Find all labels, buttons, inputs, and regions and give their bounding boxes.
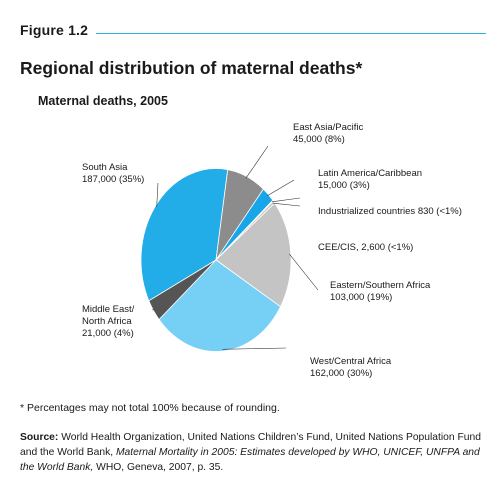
source-title: Maternal Mortality in 2005: Estimates de… [20,447,480,473]
slice-label-middle-east: Middle East/North Africa 21,000 (4%) [82,304,135,339]
footnote: * Percentages may not total 100% because… [20,402,280,414]
leader-line-middle-east [151,309,155,311]
slice-value-east-asia-pacific: 45,000 (8%) [293,134,345,145]
slice-name-eastern-southern-africa: Eastern/Southern Africa [330,280,431,291]
pie-slice-middle-east [148,259,217,321]
source-text-1: World Health Organization, United Nation… [20,432,481,458]
leader-line-industrialized-countries [271,197,301,203]
slice-value-latin-america-caribbean: 15,000 (3%) [318,180,370,191]
slice-label-cee-cis: CEE/CIS, 2,600 (<1%) [318,242,413,253]
figure-rule [96,33,486,34]
slice-label-east-asia-pacific: East Asia/Pacific 45,000 (8%) [293,122,363,145]
figure-label: Figure 1.2 [20,22,89,38]
pie-slice-west-central-africa [158,259,281,352]
leader-line-south-asia [156,182,159,208]
slice-name-east-asia-pacific: East Asia/Pacific [293,122,363,133]
slice-label-west-central-africa: West/Central Africa 162,000 (30%) [310,356,392,379]
slice-label-south-asia: South Asia 187,000 (35%) [82,162,144,185]
slice-value-south-asia: 187,000 (35%) [82,174,144,185]
slice-name-middle-east: Middle East/ [82,304,135,315]
pie-chart: South Asia 187,000 (35%) East Asia/Pacific… [82,122,462,379]
slice-name-south-asia: South Asia [82,162,128,173]
slice-name-latin-america-caribbean: Latin America/Caribbean [318,168,422,179]
pie-slice-south-asia [140,168,229,302]
chart-subtitle: Maternal deaths, 2005 [38,94,168,108]
slice-name-west-central-africa: West/Central Africa [310,356,392,367]
slice-value-eastern-southern-africa: 103,000 (19%) [330,292,392,303]
slice-name2-middle-east: North Africa [82,316,132,327]
slice-label-latin-america-caribbean: Latin America/Caribbean 15,000 (3%) [318,168,422,191]
slice-name-industrialized-countries: Industrialized countries [318,206,418,217]
source-label: Source: [20,432,59,443]
leader-line-latin-america-caribbean [267,179,295,197]
slice-label-eastern-southern-africa: Eastern/Southern Africa 103,000 (19%) [330,280,431,303]
slice-label-industrialized-countries: Industrialized countries 830 (<1%) [318,206,462,217]
leader-line-cee-cis [272,202,301,207]
slice-value-industrialized-countries: 830 (<1%) [418,206,462,217]
slice-value-middle-east: 21,000 (4%) [82,328,134,339]
slice-name-cee-cis: CEE/CIS, [318,242,361,253]
leader-line-west-central-africa [222,347,287,350]
source-text-2: WHO, Geneva, 2007, p. 35. [96,462,224,473]
slice-value-west-central-africa: 162,000 (30%) [310,368,372,379]
chart-title: Regional distribution of maternal deaths… [20,58,363,78]
pie-slice-eastern-southern-africa [215,202,292,308]
leader-line-eastern-southern-africa [289,253,319,291]
source-note: Source: World Health Organization, Unite… [20,430,488,475]
leader-line-east-asia-pacific [245,145,269,179]
slice-value-cee-cis: 2,600 (<1%) [361,242,413,253]
